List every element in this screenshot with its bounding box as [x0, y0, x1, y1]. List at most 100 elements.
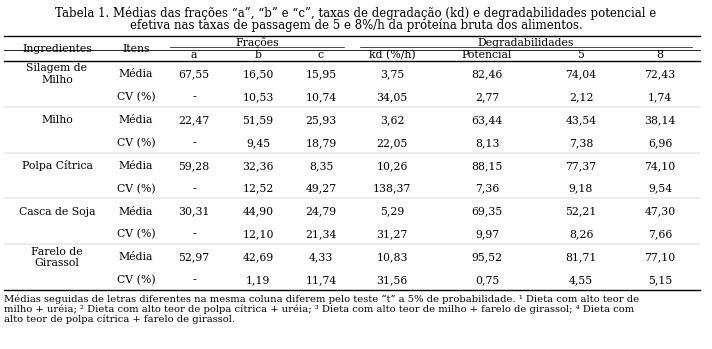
- Text: -: -: [192, 92, 196, 102]
- Text: Média: Média: [119, 252, 153, 262]
- Text: 0,75: 0,75: [475, 275, 499, 285]
- Text: 1,74: 1,74: [648, 92, 672, 102]
- Text: 24,79: 24,79: [305, 207, 337, 217]
- Text: 8: 8: [656, 51, 664, 60]
- Text: Média: Média: [119, 207, 153, 217]
- Text: CV (%): CV (%): [117, 229, 155, 240]
- Text: efetiva nas taxas de passagem de 5 e 8%/h da proteína bruta dos alimentos.: efetiva nas taxas de passagem de 5 e 8%/…: [130, 18, 582, 31]
- Text: 51,59: 51,59: [243, 115, 273, 125]
- Text: Itens: Itens: [122, 44, 150, 53]
- Text: Farelo de
Girassol: Farelo de Girassol: [31, 246, 83, 268]
- Text: 9,18: 9,18: [569, 184, 593, 194]
- Text: Silagem de
Milho: Silagem de Milho: [26, 64, 88, 85]
- Text: 8,35: 8,35: [309, 161, 333, 171]
- Text: Média: Média: [119, 115, 153, 125]
- Text: 1,19: 1,19: [246, 275, 270, 285]
- Text: 25,93: 25,93: [305, 115, 337, 125]
- Text: 8,26: 8,26: [569, 230, 593, 239]
- Text: 63,44: 63,44: [471, 115, 503, 125]
- Text: 38,14: 38,14: [644, 115, 676, 125]
- Text: Médias seguidas de letras diferentes na mesma coluna diferem pelo teste “t” a 5%: Médias seguidas de letras diferentes na …: [4, 294, 639, 304]
- Text: 7,66: 7,66: [648, 230, 672, 239]
- Text: 9,97: 9,97: [475, 230, 499, 239]
- Text: 12,10: 12,10: [242, 230, 273, 239]
- Text: CV (%): CV (%): [117, 184, 155, 194]
- Text: 43,54: 43,54: [565, 115, 597, 125]
- Text: Casca de Soja: Casca de Soja: [19, 207, 95, 217]
- Text: 47,30: 47,30: [644, 207, 676, 217]
- Text: kd (%/h): kd (%/h): [369, 50, 415, 61]
- Text: 77,10: 77,10: [644, 252, 676, 262]
- Text: 7,38: 7,38: [569, 138, 593, 148]
- Text: Tabela 1. Médias das frações “a”, “b” e “c”, taxas de degradação (kd) e degradab: Tabela 1. Médias das frações “a”, “b” e …: [56, 6, 656, 20]
- Text: -: -: [192, 275, 196, 285]
- Text: 5,29: 5,29: [380, 207, 404, 217]
- Text: 7,36: 7,36: [475, 184, 499, 194]
- Text: 77,37: 77,37: [565, 161, 597, 171]
- Text: 59,28: 59,28: [179, 161, 209, 171]
- Text: CV (%): CV (%): [117, 275, 155, 285]
- Text: 8,13: 8,13: [475, 138, 499, 148]
- Text: 31,56: 31,56: [377, 275, 408, 285]
- Text: 16,50: 16,50: [242, 69, 273, 79]
- Text: 67,55: 67,55: [179, 69, 209, 79]
- Text: 88,15: 88,15: [471, 161, 503, 171]
- Text: 81,71: 81,71: [565, 252, 597, 262]
- Text: 49,27: 49,27: [305, 184, 337, 194]
- Text: 9,45: 9,45: [246, 138, 270, 148]
- Text: 11,74: 11,74: [305, 275, 337, 285]
- Text: 6,96: 6,96: [648, 138, 672, 148]
- Text: CV (%): CV (%): [117, 92, 155, 102]
- Text: Polpa Cítrica: Polpa Cítrica: [21, 160, 93, 171]
- Text: 52,21: 52,21: [565, 207, 597, 217]
- Text: 10,26: 10,26: [376, 161, 408, 171]
- Text: 34,05: 34,05: [377, 92, 408, 102]
- Text: 5,15: 5,15: [648, 275, 672, 285]
- Text: 10,74: 10,74: [305, 92, 337, 102]
- Text: 138,37: 138,37: [373, 184, 412, 194]
- Text: 69,35: 69,35: [471, 207, 503, 217]
- Text: 22,47: 22,47: [179, 115, 209, 125]
- Text: a: a: [191, 51, 197, 60]
- Text: 21,34: 21,34: [305, 230, 337, 239]
- Text: 44,90: 44,90: [243, 207, 273, 217]
- Text: 18,79: 18,79: [305, 138, 337, 148]
- Text: 52,97: 52,97: [179, 252, 209, 262]
- Text: -: -: [192, 184, 196, 194]
- Text: -: -: [192, 138, 196, 148]
- Text: 74,10: 74,10: [644, 161, 676, 171]
- Text: 30,31: 30,31: [178, 207, 210, 217]
- Text: CV (%): CV (%): [117, 138, 155, 148]
- Text: 5: 5: [577, 51, 585, 60]
- Text: 95,52: 95,52: [471, 252, 503, 262]
- Text: 15,95: 15,95: [305, 69, 337, 79]
- Text: 3,62: 3,62: [379, 115, 404, 125]
- Text: 2,77: 2,77: [475, 92, 499, 102]
- Text: 4,33: 4,33: [309, 252, 333, 262]
- Text: 31,27: 31,27: [377, 230, 408, 239]
- Text: Degradabilidades: Degradabilidades: [478, 38, 574, 48]
- Text: 22,05: 22,05: [377, 138, 408, 148]
- Text: Média: Média: [119, 69, 153, 79]
- Text: Frações: Frações: [235, 38, 279, 49]
- Text: Potencial: Potencial: [462, 51, 512, 60]
- Text: 2,12: 2,12: [569, 92, 593, 102]
- Text: milho + uréia; ² Dieta com alto teor de polpa cítrica + uréia; ³ Dieta com alto : milho + uréia; ² Dieta com alto teor de …: [4, 304, 634, 313]
- Text: 42,69: 42,69: [242, 252, 273, 262]
- Text: b: b: [254, 51, 261, 60]
- Text: 72,43: 72,43: [644, 69, 676, 79]
- Text: c: c: [318, 51, 324, 60]
- Text: 10,83: 10,83: [376, 252, 408, 262]
- Text: Ingredientes: Ingredientes: [22, 44, 92, 53]
- Text: -: -: [192, 230, 196, 239]
- Text: 9,54: 9,54: [648, 184, 672, 194]
- Text: 32,36: 32,36: [242, 161, 273, 171]
- Text: 10,53: 10,53: [242, 92, 273, 102]
- Text: 82,46: 82,46: [471, 69, 503, 79]
- Text: 74,04: 74,04: [565, 69, 597, 79]
- Text: Milho: Milho: [41, 115, 73, 125]
- Text: alto teor de polpa cítrica + farelo de girassol.: alto teor de polpa cítrica + farelo de g…: [4, 314, 235, 324]
- Text: Média: Média: [119, 161, 153, 171]
- Text: 12,52: 12,52: [242, 184, 273, 194]
- Text: 3,75: 3,75: [380, 69, 404, 79]
